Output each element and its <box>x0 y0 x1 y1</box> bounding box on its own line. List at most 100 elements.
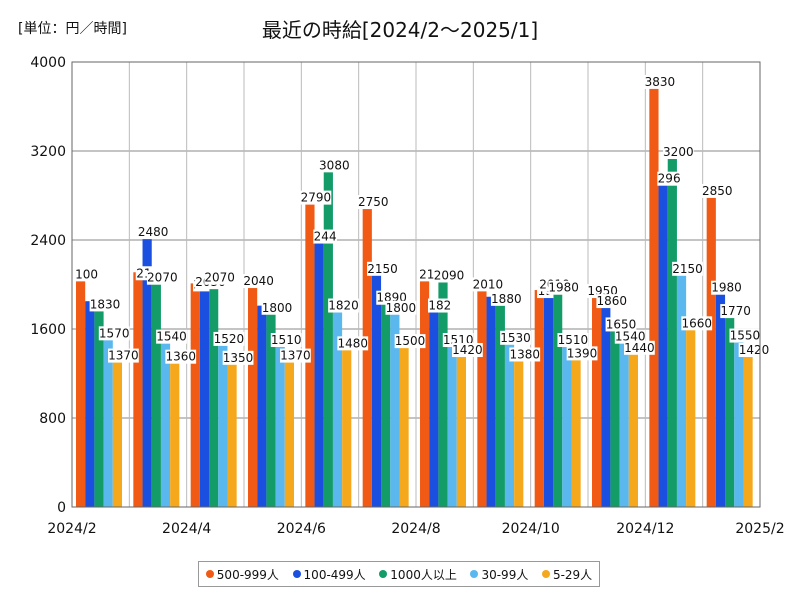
y-tick-label: 1600 <box>30 322 66 338</box>
bar <box>658 177 668 507</box>
data-label-bg <box>328 298 359 313</box>
data-label: 1350 <box>223 351 254 365</box>
bar <box>553 286 563 507</box>
data-label: 100 <box>75 267 98 281</box>
data-label: 1440 <box>624 341 655 355</box>
data-label: 1800 <box>386 301 417 315</box>
data-label-bg <box>472 277 504 292</box>
bar <box>610 323 620 507</box>
data-label: 1800 <box>262 301 293 315</box>
bar <box>628 346 638 507</box>
legend: 500-999人 100-499人 1000人以上 30-99人 5-29人 <box>198 561 600 587</box>
data-label: 1540 <box>156 330 187 344</box>
legend-marker <box>470 570 479 578</box>
data-label: 1380 <box>509 347 540 361</box>
data-label: 1500 <box>395 334 426 348</box>
data-label-bg <box>98 326 130 341</box>
bar <box>151 276 161 507</box>
plot-frame <box>71 61 761 508</box>
bar <box>447 339 457 507</box>
bar <box>734 334 744 507</box>
bar <box>456 349 466 507</box>
data-label-bg <box>270 333 302 348</box>
data-label-bg <box>204 270 236 285</box>
bar <box>199 281 210 507</box>
legend-item: 5-29人 <box>541 566 592 583</box>
x-tick-label: 2025/2 <box>735 521 784 537</box>
bar <box>266 306 276 507</box>
data-label: 1880 <box>491 292 522 306</box>
data-label-bg <box>108 348 139 363</box>
x-tick-label: 2024/6 <box>277 521 326 537</box>
legend-marker <box>541 570 550 578</box>
y-tick-label: 800 <box>39 411 66 427</box>
bar <box>248 280 258 507</box>
bar <box>85 301 95 507</box>
data-label-bg <box>566 346 598 361</box>
bar <box>332 304 343 507</box>
data-label: 1510 <box>271 333 302 347</box>
data-label-bg <box>357 195 389 210</box>
data-label-bg <box>657 171 681 186</box>
data-label-bg <box>624 340 655 355</box>
data-label-bg <box>490 291 522 306</box>
legend-marker <box>292 570 301 578</box>
bar <box>601 300 611 507</box>
data-label: 1510 <box>558 333 589 347</box>
legend-marker <box>205 570 214 578</box>
data-label-bg <box>280 348 311 363</box>
data-label: 1980 <box>548 281 579 295</box>
data-label-bg <box>261 300 293 315</box>
data-label: 3200 <box>663 145 694 159</box>
data-label: 1370 <box>280 349 311 363</box>
data-label-bg <box>711 280 742 295</box>
bar <box>170 355 180 507</box>
legend-label: 500-999人 <box>216 567 279 582</box>
data-label: 244 <box>314 230 337 244</box>
bar <box>706 189 716 507</box>
data-label-bg <box>74 267 99 282</box>
data-label-bg <box>300 190 332 205</box>
chart-plot: 1002121204027902750210201019195038302850… <box>30 55 784 537</box>
data-label: 2850 <box>702 184 733 198</box>
bar <box>571 352 581 507</box>
data-label-bg <box>729 328 761 343</box>
data-label-bg <box>165 349 197 364</box>
data-label-bg <box>394 334 426 349</box>
data-label-bg <box>548 280 580 295</box>
data-label: 182 <box>428 299 451 313</box>
bar <box>190 283 200 507</box>
y-tick-label: 4000 <box>30 55 66 71</box>
data-label: 1390 <box>567 346 598 360</box>
bar <box>686 322 696 507</box>
data-label: 1820 <box>328 299 359 313</box>
y-tick-label: 3200 <box>30 144 66 160</box>
bar <box>534 290 544 507</box>
data-label: 2790 <box>301 191 332 205</box>
data-label-bg <box>701 183 733 198</box>
data-label-bg <box>720 304 752 319</box>
data-label-bg <box>509 347 541 362</box>
x-tick-label: 2024/4 <box>162 521 211 537</box>
data-label-bg <box>433 268 465 283</box>
bar <box>362 201 372 507</box>
bar <box>257 305 267 507</box>
bar <box>371 267 382 507</box>
data-label: 3830 <box>645 75 676 89</box>
data-label-bg <box>605 317 637 332</box>
bar <box>514 353 524 507</box>
data-label: 296 <box>658 172 681 186</box>
data-label-bg <box>137 225 169 240</box>
bar <box>429 304 439 507</box>
data-label-bg <box>146 270 178 285</box>
data-label-bg <box>662 145 694 159</box>
legend-item: 100-499人 <box>292 566 366 583</box>
data-label-bg <box>644 74 676 89</box>
data-label-bg <box>681 316 713 331</box>
data-label: 2010 <box>473 277 504 291</box>
x-tick-label: 2024/12 <box>616 521 674 537</box>
data-label: 2150 <box>367 262 398 276</box>
y-tick-label: 0 <box>57 500 66 516</box>
data-label: 1480 <box>337 336 368 350</box>
bar <box>323 164 333 507</box>
